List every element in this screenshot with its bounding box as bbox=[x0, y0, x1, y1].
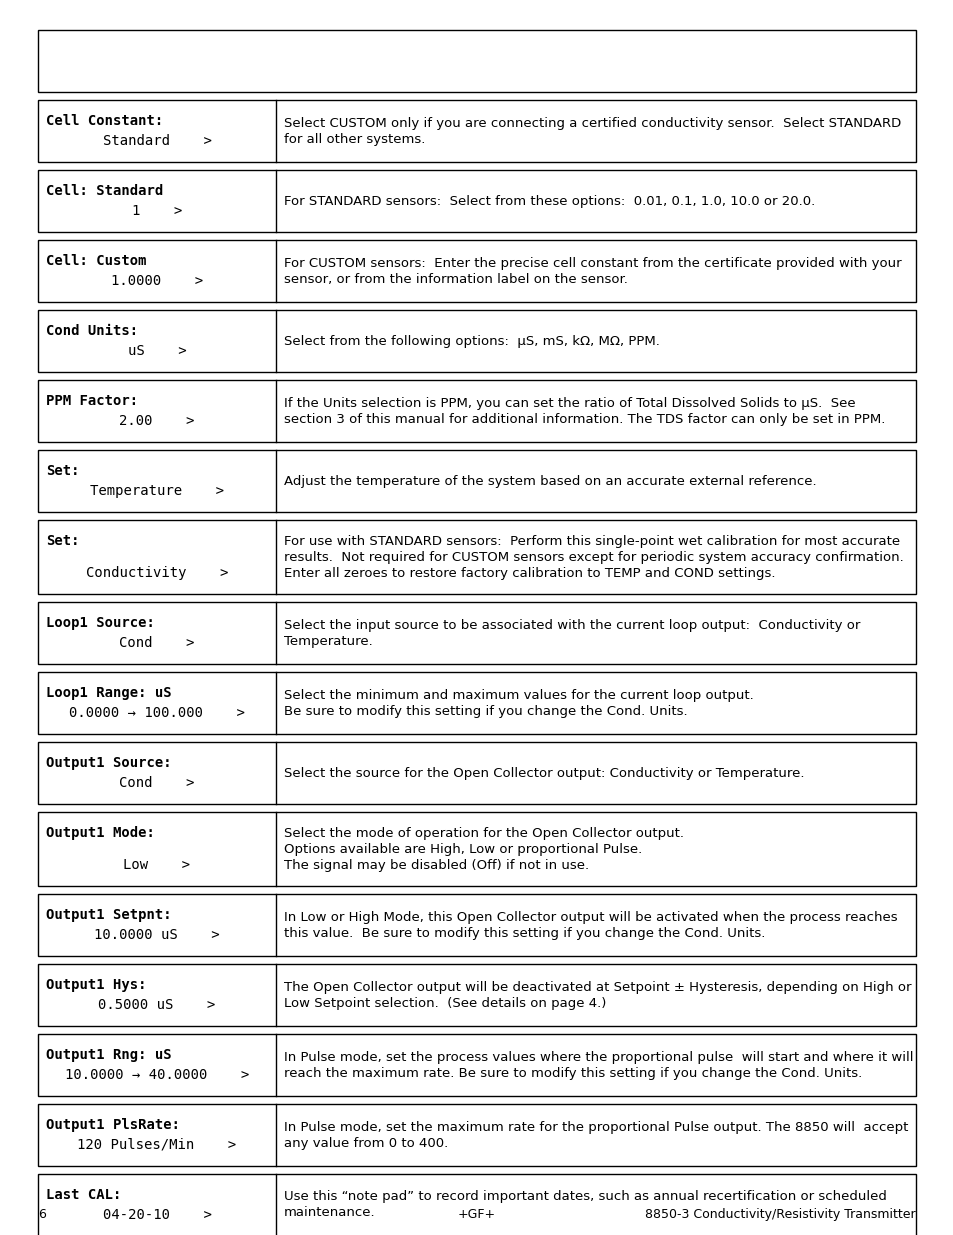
Text: 10.0000 → 40.0000    >: 10.0000 → 40.0000 > bbox=[65, 1068, 249, 1082]
Text: Cond    >: Cond > bbox=[119, 636, 194, 650]
Text: 1.0000    >: 1.0000 > bbox=[111, 274, 203, 288]
Text: Adjust the temperature of the system based on an accurate external reference.: Adjust the temperature of the system bas… bbox=[284, 474, 816, 488]
Text: In Pulse mode, set the process values where the proportional pulse  will start a: In Pulse mode, set the process values wh… bbox=[284, 1051, 913, 1079]
Bar bbox=[38, 1104, 915, 1166]
Text: Use this “note pad” to record important dates, such as annual recertification or: Use this “note pad” to record important … bbox=[284, 1191, 886, 1219]
Bar bbox=[38, 601, 915, 664]
Text: In Pulse mode, set the maximum rate for the proportional Pulse output. The 8850 : In Pulse mode, set the maximum rate for … bbox=[284, 1120, 907, 1150]
Text: 6: 6 bbox=[38, 1208, 46, 1221]
Bar bbox=[38, 30, 915, 91]
Bar bbox=[38, 450, 915, 513]
Text: Low    >: Low > bbox=[123, 858, 191, 872]
Text: Output1 Mode:: Output1 Mode: bbox=[46, 826, 154, 840]
Text: Conductivity    >: Conductivity > bbox=[86, 566, 228, 580]
Bar bbox=[38, 1034, 915, 1095]
Text: For CUSTOM sensors:  Enter the precise cell constant from the certificate provid: For CUSTOM sensors: Enter the precise ce… bbox=[284, 257, 901, 285]
Bar bbox=[38, 100, 915, 162]
Text: Standard    >: Standard > bbox=[103, 135, 212, 148]
Bar bbox=[38, 811, 915, 885]
Text: Select CUSTOM only if you are connecting a certified conductivity sensor.  Selec: Select CUSTOM only if you are connecting… bbox=[284, 116, 901, 146]
Text: PPM Factor:: PPM Factor: bbox=[46, 394, 138, 408]
Text: Select the mode of operation for the Open Collector output.
Options available ar: Select the mode of operation for the Ope… bbox=[284, 826, 683, 872]
Bar bbox=[38, 742, 915, 804]
Text: In Low or High Mode, this Open Collector output will be activated when the proce: In Low or High Mode, this Open Collector… bbox=[284, 910, 897, 940]
Text: Select the input source to be associated with the current loop output:  Conducti: Select the input source to be associated… bbox=[284, 619, 860, 647]
Text: 1    >: 1 > bbox=[132, 204, 182, 219]
Text: Output1 Source:: Output1 Source: bbox=[46, 756, 172, 769]
Text: 120 Pulses/Min    >: 120 Pulses/Min > bbox=[77, 1137, 236, 1152]
Text: The Open Collector output will be deactivated at Setpoint ± Hysteresis, dependin: The Open Collector output will be deacti… bbox=[284, 981, 910, 1009]
Bar bbox=[38, 380, 915, 442]
Text: For use with STANDARD sensors:  Perform this single-point wet calibration for mo: For use with STANDARD sensors: Perform t… bbox=[284, 535, 902, 579]
Text: Last CAL:: Last CAL: bbox=[46, 1188, 121, 1202]
Text: Cond Units:: Cond Units: bbox=[46, 324, 138, 338]
Text: Output1 PlsRate:: Output1 PlsRate: bbox=[46, 1118, 180, 1132]
Text: Cell Constant:: Cell Constant: bbox=[46, 114, 163, 128]
Text: 04-20-10    >: 04-20-10 > bbox=[103, 1208, 212, 1221]
Text: Loop1 Source:: Loop1 Source: bbox=[46, 616, 154, 630]
Text: Loop1 Range: uS: Loop1 Range: uS bbox=[46, 685, 172, 700]
Text: 10.0000 uS    >: 10.0000 uS > bbox=[94, 927, 219, 942]
Bar bbox=[38, 310, 915, 372]
Text: For STANDARD sensors:  Select from these options:  0.01, 0.1, 1.0, 10.0 or 20.0.: For STANDARD sensors: Select from these … bbox=[284, 194, 815, 207]
Text: Cell: Standard: Cell: Standard bbox=[46, 184, 163, 198]
Text: Output1 Rng: uS: Output1 Rng: uS bbox=[46, 1049, 172, 1062]
Text: 0.0000 → 100.000    >: 0.0000 → 100.000 > bbox=[69, 706, 245, 720]
Text: 8850-3 Conductivity/Resistivity Transmitter: 8850-3 Conductivity/Resistivity Transmit… bbox=[644, 1208, 915, 1221]
Text: Temperature    >: Temperature > bbox=[90, 484, 224, 498]
Text: Set:: Set: bbox=[46, 534, 79, 548]
Bar bbox=[38, 240, 915, 303]
Bar bbox=[38, 672, 915, 734]
Text: uS    >: uS > bbox=[128, 345, 186, 358]
Bar bbox=[38, 1174, 915, 1235]
Bar bbox=[38, 520, 915, 594]
Text: Output1 Hys:: Output1 Hys: bbox=[46, 978, 147, 992]
Text: Cond    >: Cond > bbox=[119, 776, 194, 790]
Text: Select the source for the Open Collector output: Conductivity or Temperature.: Select the source for the Open Collector… bbox=[284, 767, 803, 779]
Text: +GF+: +GF+ bbox=[457, 1208, 496, 1221]
Text: Select the minimum and maximum values for the current loop output.
Be sure to mo: Select the minimum and maximum values fo… bbox=[284, 688, 753, 718]
Text: 2.00    >: 2.00 > bbox=[119, 414, 194, 429]
Text: Select from the following options:  μS, mS, kΩ, MΩ, PPM.: Select from the following options: μS, m… bbox=[284, 335, 659, 347]
Bar bbox=[38, 965, 915, 1026]
Bar bbox=[38, 170, 915, 232]
Text: Cell: Custom: Cell: Custom bbox=[46, 254, 147, 268]
Text: 0.5000 uS    >: 0.5000 uS > bbox=[98, 998, 215, 1011]
Text: Output1 Setpnt:: Output1 Setpnt: bbox=[46, 908, 172, 923]
Text: If the Units selection is PPM, you can set the ratio of Total Dissolved Solids t: If the Units selection is PPM, you can s… bbox=[284, 396, 884, 426]
Text: Set:: Set: bbox=[46, 464, 79, 478]
Bar bbox=[38, 894, 915, 956]
